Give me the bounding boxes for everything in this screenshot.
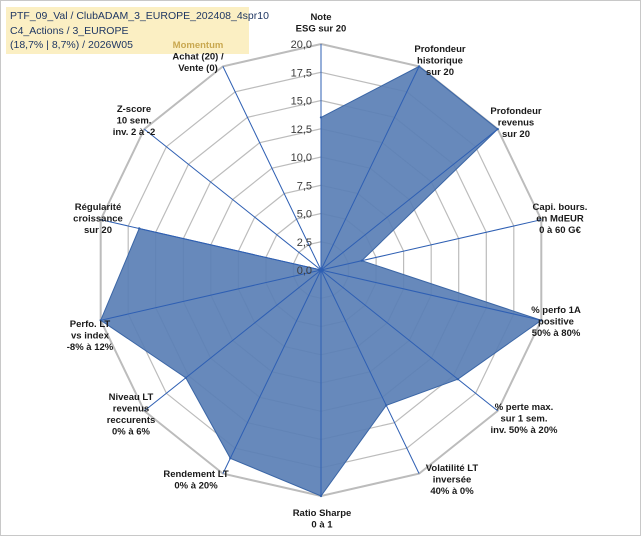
axis-spoke [320,269,420,474]
axis-spoke [320,269,499,412]
tick-label: 2,5 [297,237,312,249]
axis-label: Note ESG sur 20 [296,12,347,35]
portfolio-info-box: PTF_09_Val / ClubADAM_3_EUROPE_202408_4s… [6,7,269,54]
axis-label: Capi. bours. en MdEUR 0 à 60 G€ [533,202,588,236]
axis-label: Z-score 10 sem. inv. 2 à -2 [113,104,156,138]
axis-spoke [100,269,322,321]
tick-label: 20,0 [291,39,312,51]
axis-spoke [222,269,322,474]
tick-label: 0,0 [297,265,312,277]
radar-tick-labels: 0,0 2,5 5,0 7,5 10,0 12,5 15,0 17,5 20,0 [291,39,312,277]
radar-axis-labels: Note ESG sur 20 Profondeur historique sur 20… [67,12,588,531]
tick-label: 7,5 [297,180,312,192]
axis-spoke [320,66,420,271]
axis-label: % perte max. sur 1 sem. inv. 50% à 20% [491,402,558,436]
axis-spoke [320,219,542,271]
axis-label: % perfo 1A positive 50% à 80% [531,305,581,339]
axis-label: Régularité croissance sur 20 [73,202,123,236]
info-line-3: (18,7% | 8,7%) / 2026W05 [10,39,133,51]
info-line-1: PTF_09_Val / ClubADAM_3_EUROPE_202408_4s… [10,10,269,22]
axis-label: Ratio Sharpe 0 à 1 [293,508,352,531]
axis-label: Momentum Achat (20) / Vente (0) [172,40,224,74]
axis-spoke [320,128,499,271]
axis-label: Niveau LT revenus reccurents 0% à 6% [107,392,156,438]
axis-spoke [143,269,322,412]
tick-label: 15,0 [291,96,312,108]
axis-spoke [222,66,322,271]
axis-spoke [100,219,322,271]
axis-spoke [320,269,542,321]
info-line-2: C4_Actions / 3_EUROPE [10,24,129,37]
axis-label: Rendement LT 0% à 20% [163,469,228,492]
tick-label: 5,0 [297,209,312,221]
axis-spoke [143,128,322,271]
axis-label: Volatilité LT inversée 40% à 0% [426,463,479,497]
tick-label: 10,0 [291,152,312,164]
tick-label: 12,5 [291,124,312,136]
radar-spokes [100,44,542,496]
tick-label: 17,5 [291,67,312,79]
axis-label: Perfo. LT vs index -8% à 12% [67,319,114,353]
axis-label: Profondeur historique sur 20 [414,44,465,78]
axis-label: Profondeur revenus sur 20 [490,106,541,140]
